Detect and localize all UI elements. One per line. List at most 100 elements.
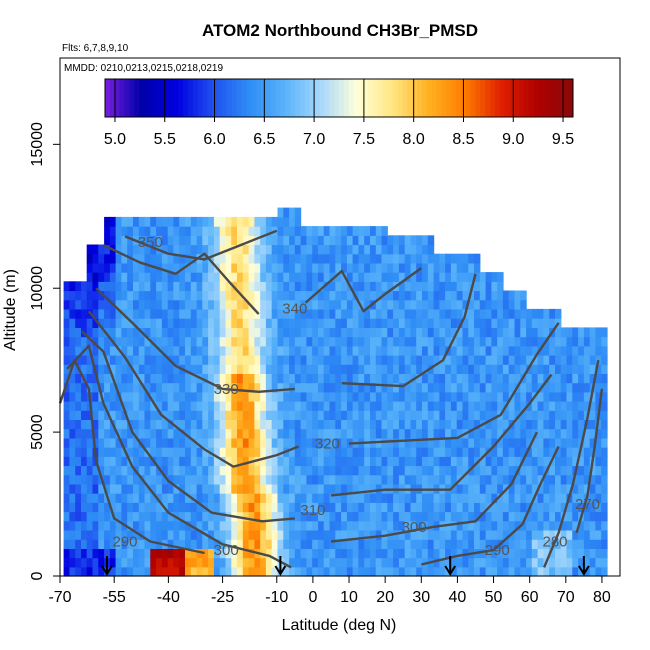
heatmap-cell — [508, 290, 516, 301]
heatmap-cell — [566, 327, 573, 338]
heatmap-cell — [497, 419, 504, 430]
heatmap-cell — [422, 539, 429, 549]
heatmap-cell — [485, 557, 492, 568]
heatmap-cell — [81, 502, 88, 513]
heatmap-cell — [346, 382, 354, 393]
heatmap-cell — [312, 557, 319, 568]
heatmap-cell — [502, 530, 510, 540]
heatmap-cell — [462, 530, 469, 540]
heatmap-cell — [410, 290, 417, 301]
heatmap-cell — [260, 336, 267, 347]
heatmap-cell — [121, 539, 128, 549]
heatmap-cell — [121, 530, 128, 540]
heatmap-cell — [387, 336, 394, 347]
heatmap-cell — [375, 391, 383, 402]
heatmap-cell — [572, 456, 579, 467]
heatmap-cell — [161, 410, 169, 420]
heatmap-cell — [549, 474, 556, 485]
heatmap-cell — [352, 364, 359, 374]
heatmap-cell — [138, 419, 146, 430]
heatmap-cell — [161, 456, 169, 467]
heatmap-cell — [179, 281, 186, 292]
heatmap-cell — [566, 345, 573, 356]
heatmap-cell — [237, 419, 244, 430]
heatmap-cell — [69, 410, 76, 420]
heatmap-cell — [63, 530, 70, 540]
heatmap-cell — [375, 520, 383, 531]
heatmap-cell — [323, 419, 331, 430]
heatmap-cell — [370, 447, 377, 457]
heatmap-cell — [595, 511, 602, 522]
heatmap-cell — [260, 530, 267, 540]
heatmap-cell — [254, 355, 261, 365]
heatmap-cell — [294, 345, 302, 356]
heatmap-cell — [237, 272, 244, 282]
colorbar-frame — [104, 78, 574, 118]
heatmap-cell — [202, 226, 209, 236]
heatmap-cell — [445, 474, 452, 485]
heatmap-cell — [555, 447, 562, 457]
heatmap-cell — [566, 502, 573, 513]
heatmap-cell — [468, 557, 475, 568]
heatmap-cell — [196, 410, 203, 420]
heatmap-cell — [398, 345, 406, 356]
heatmap-cell — [306, 364, 313, 374]
heatmap-cell — [208, 502, 215, 513]
heatmap-cell — [375, 272, 383, 282]
heatmap-cell — [202, 308, 209, 319]
heatmap-cell — [427, 566, 435, 577]
heatmap-cell — [364, 520, 371, 531]
heatmap-cell — [98, 355, 105, 365]
heatmap-cell — [75, 327, 82, 338]
heatmap-cell — [75, 308, 82, 319]
heatmap-cell — [393, 244, 400, 255]
heatmap-cell — [352, 355, 359, 365]
heatmap-cell — [109, 253, 117, 264]
heatmap-cell — [323, 548, 331, 559]
flight-marker — [444, 556, 457, 576]
heatmap-cell — [104, 447, 111, 457]
heatmap-cell — [445, 557, 452, 568]
heatmap-cell — [462, 336, 469, 347]
heatmap-cell — [127, 308, 134, 319]
heatmap-cell — [127, 318, 134, 328]
colorbar-segment — [173, 79, 179, 117]
heatmap-cell — [69, 299, 76, 310]
heatmap-cell — [578, 557, 585, 568]
heatmap-cell — [375, 355, 383, 365]
heatmap-cell — [485, 272, 492, 282]
heatmap-cell — [375, 428, 383, 439]
heatmap-cell — [485, 456, 492, 467]
heatmap-cell — [398, 410, 406, 420]
heatmap-cell — [115, 226, 122, 236]
heatmap-cell — [242, 216, 250, 227]
heatmap-cell — [265, 355, 273, 365]
heatmap-cell — [346, 483, 354, 494]
heatmap-cell — [127, 465, 134, 476]
heatmap-cell — [462, 520, 469, 531]
heatmap-cell — [427, 391, 435, 402]
heatmap-cell — [352, 281, 359, 292]
heatmap-cell — [294, 244, 302, 255]
heatmap-cell — [161, 345, 169, 356]
heatmap-cell — [520, 493, 527, 503]
heatmap-cell — [485, 539, 492, 549]
heatmap-cell — [231, 391, 238, 402]
heatmap-cell — [450, 465, 458, 476]
heatmap-cell — [289, 226, 296, 236]
heatmap-cell — [185, 318, 192, 328]
heatmap-cell — [86, 364, 94, 374]
heatmap-cell — [179, 493, 186, 503]
heatmap-cell — [277, 520, 284, 531]
heatmap-cell — [595, 437, 602, 448]
colorbar-segment — [280, 79, 286, 117]
heatmap-cell — [491, 502, 498, 513]
heatmap-cell — [375, 244, 383, 255]
heatmap-cell — [497, 373, 504, 384]
heatmap-cell — [387, 308, 394, 319]
heatmap-cell — [237, 216, 244, 227]
heatmap-cell — [341, 520, 348, 531]
heatmap-cell — [601, 336, 608, 347]
heatmap-cell — [450, 530, 458, 540]
heatmap-cell — [468, 456, 475, 467]
